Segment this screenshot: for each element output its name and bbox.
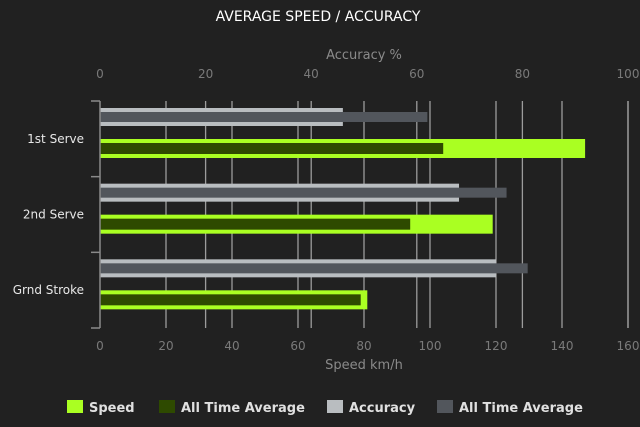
top-axis-title: Accuracy %: [326, 48, 402, 63]
legend-swatch: [67, 400, 83, 413]
top-tick-label: 40: [304, 67, 319, 81]
bottom-tick-label: 120: [485, 339, 508, 353]
legend-label[interactable]: All Time Average: [459, 401, 583, 416]
bottom-tick-label: 20: [158, 339, 173, 353]
legend-label[interactable]: All Time Average: [181, 401, 305, 416]
category-label: 1st Serve: [27, 132, 84, 146]
bar-all-time-average-grnd-stroke[interactable]: [100, 294, 361, 306]
top-tick-label: 20: [198, 67, 213, 81]
bottom-tick-label: 40: [224, 339, 239, 353]
bottom-tick-label: 160: [617, 339, 640, 353]
bottom-tick-label: 140: [551, 339, 574, 353]
bar-all-time-average-2nd-serve[interactable]: [100, 187, 507, 198]
bottom-tick-label: 60: [290, 339, 305, 353]
legend-label[interactable]: Speed: [89, 401, 135, 416]
chart-title: AVERAGE SPEED / ACCURACY: [216, 9, 421, 25]
bar-all-time-average-1st-serve[interactable]: [100, 143, 444, 154]
top-tick-label: 80: [515, 67, 530, 81]
top-tick-label: 60: [409, 67, 424, 81]
bottom-tick-label: 100: [419, 339, 442, 353]
legend-swatch: [159, 400, 175, 413]
bar-all-time-average-2nd-serve[interactable]: [100, 218, 411, 230]
bottom-axis-title: Speed km/h: [325, 358, 403, 373]
bar-all-time-average-grnd-stroke[interactable]: [100, 263, 528, 274]
bottom-tick-label: 0: [96, 339, 104, 353]
top-tick-label: 100: [617, 67, 640, 81]
bar-all-time-average-1st-serve[interactable]: [100, 112, 428, 122]
legend-label[interactable]: Accuracy: [349, 401, 416, 416]
category-label: 2nd Serve: [23, 208, 84, 222]
bottom-tick-label: 80: [356, 339, 371, 353]
category-label: Grnd Stroke: [13, 283, 84, 297]
top-tick-label: 0: [96, 67, 104, 81]
legend-swatch: [437, 400, 453, 413]
legend-swatch: [327, 400, 343, 413]
